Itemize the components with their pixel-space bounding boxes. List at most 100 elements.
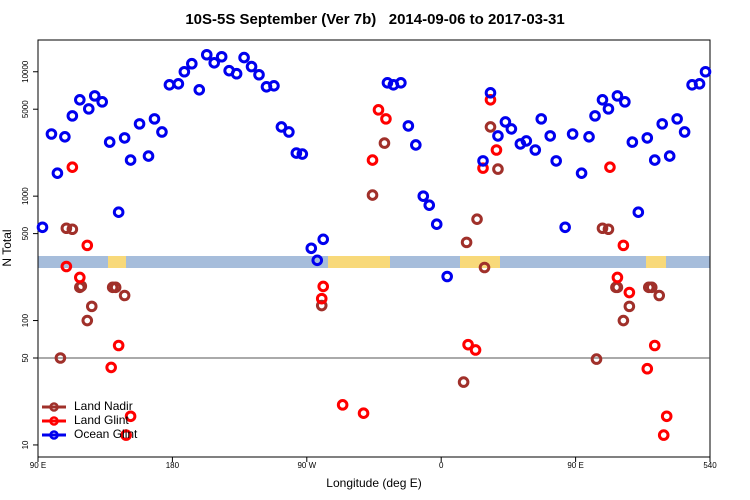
point <box>366 189 379 201</box>
point <box>66 161 79 173</box>
point <box>124 154 137 166</box>
point <box>478 261 491 274</box>
point <box>311 254 324 267</box>
point <box>51 167 64 179</box>
point <box>492 130 504 142</box>
point <box>490 144 503 156</box>
point <box>357 407 370 419</box>
point <box>60 260 73 273</box>
point <box>66 223 79 236</box>
point <box>535 113 548 125</box>
point <box>604 161 616 173</box>
point <box>317 233 330 246</box>
point <box>66 110 79 122</box>
point <box>484 87 497 99</box>
point <box>520 135 533 147</box>
point <box>163 79 176 91</box>
point <box>559 221 571 234</box>
point <box>583 130 595 143</box>
point <box>230 67 243 80</box>
point <box>417 190 430 202</box>
point <box>75 280 88 292</box>
point <box>544 130 557 142</box>
point <box>657 429 670 441</box>
point <box>590 353 603 365</box>
point <box>648 339 661 352</box>
point <box>112 206 125 219</box>
x-tick-label: 540 <box>703 461 717 470</box>
point <box>178 65 191 78</box>
point <box>699 65 712 78</box>
legend-marker <box>49 402 59 412</box>
point <box>283 126 295 138</box>
point <box>208 57 221 69</box>
point <box>112 339 125 352</box>
point <box>575 167 588 179</box>
point <box>88 90 101 102</box>
point <box>315 299 328 312</box>
point <box>632 206 645 219</box>
point <box>268 80 280 92</box>
point <box>499 116 512 128</box>
x-tick-label: 90 W <box>297 461 316 470</box>
point <box>215 50 228 63</box>
point <box>656 118 669 130</box>
point <box>566 128 579 140</box>
point <box>103 136 116 148</box>
point <box>550 155 562 167</box>
point <box>619 96 631 108</box>
point <box>423 199 436 211</box>
point <box>529 144 542 156</box>
point <box>457 376 470 388</box>
point <box>641 132 654 144</box>
point <box>109 281 122 294</box>
point <box>617 239 630 252</box>
x-tick-label: 0 <box>439 461 444 470</box>
point <box>648 154 661 166</box>
point <box>441 270 453 283</box>
y-tick-label: 5000 <box>21 100 30 118</box>
point <box>305 242 318 255</box>
point <box>378 137 391 149</box>
point <box>653 289 666 302</box>
point <box>142 150 155 162</box>
point <box>82 103 95 115</box>
point <box>81 314 94 327</box>
point <box>45 128 58 140</box>
y-tick-label: 1000 <box>21 187 30 205</box>
point <box>611 281 624 294</box>
plot-frame <box>37 39 711 458</box>
point <box>596 94 609 106</box>
point <box>148 113 161 125</box>
point <box>133 118 146 130</box>
point <box>60 222 73 235</box>
point <box>59 130 71 143</box>
point <box>156 126 168 138</box>
point <box>315 292 328 305</box>
chart-title: 10S-5S September (Ver 7b) 2014-09-06 to … <box>185 11 564 28</box>
point <box>81 239 94 252</box>
point <box>611 271 624 284</box>
y-tick-label: 50 <box>21 353 30 362</box>
point <box>296 148 309 160</box>
point <box>617 314 630 327</box>
point <box>96 96 109 108</box>
point <box>645 281 658 294</box>
point <box>460 236 473 249</box>
point <box>275 121 288 133</box>
point <box>172 78 185 90</box>
point <box>118 132 131 144</box>
point <box>105 361 117 374</box>
point <box>36 221 49 234</box>
legend-label: Ocean Glint <box>74 427 138 441</box>
point <box>641 362 654 375</box>
point <box>381 77 394 89</box>
point <box>74 271 86 284</box>
point <box>626 136 639 148</box>
point <box>671 113 683 125</box>
point <box>380 113 392 125</box>
point <box>186 57 198 70</box>
x-axis-label: Longitude (deg E) <box>326 476 421 490</box>
legend-marker <box>49 430 59 440</box>
point <box>253 68 265 81</box>
